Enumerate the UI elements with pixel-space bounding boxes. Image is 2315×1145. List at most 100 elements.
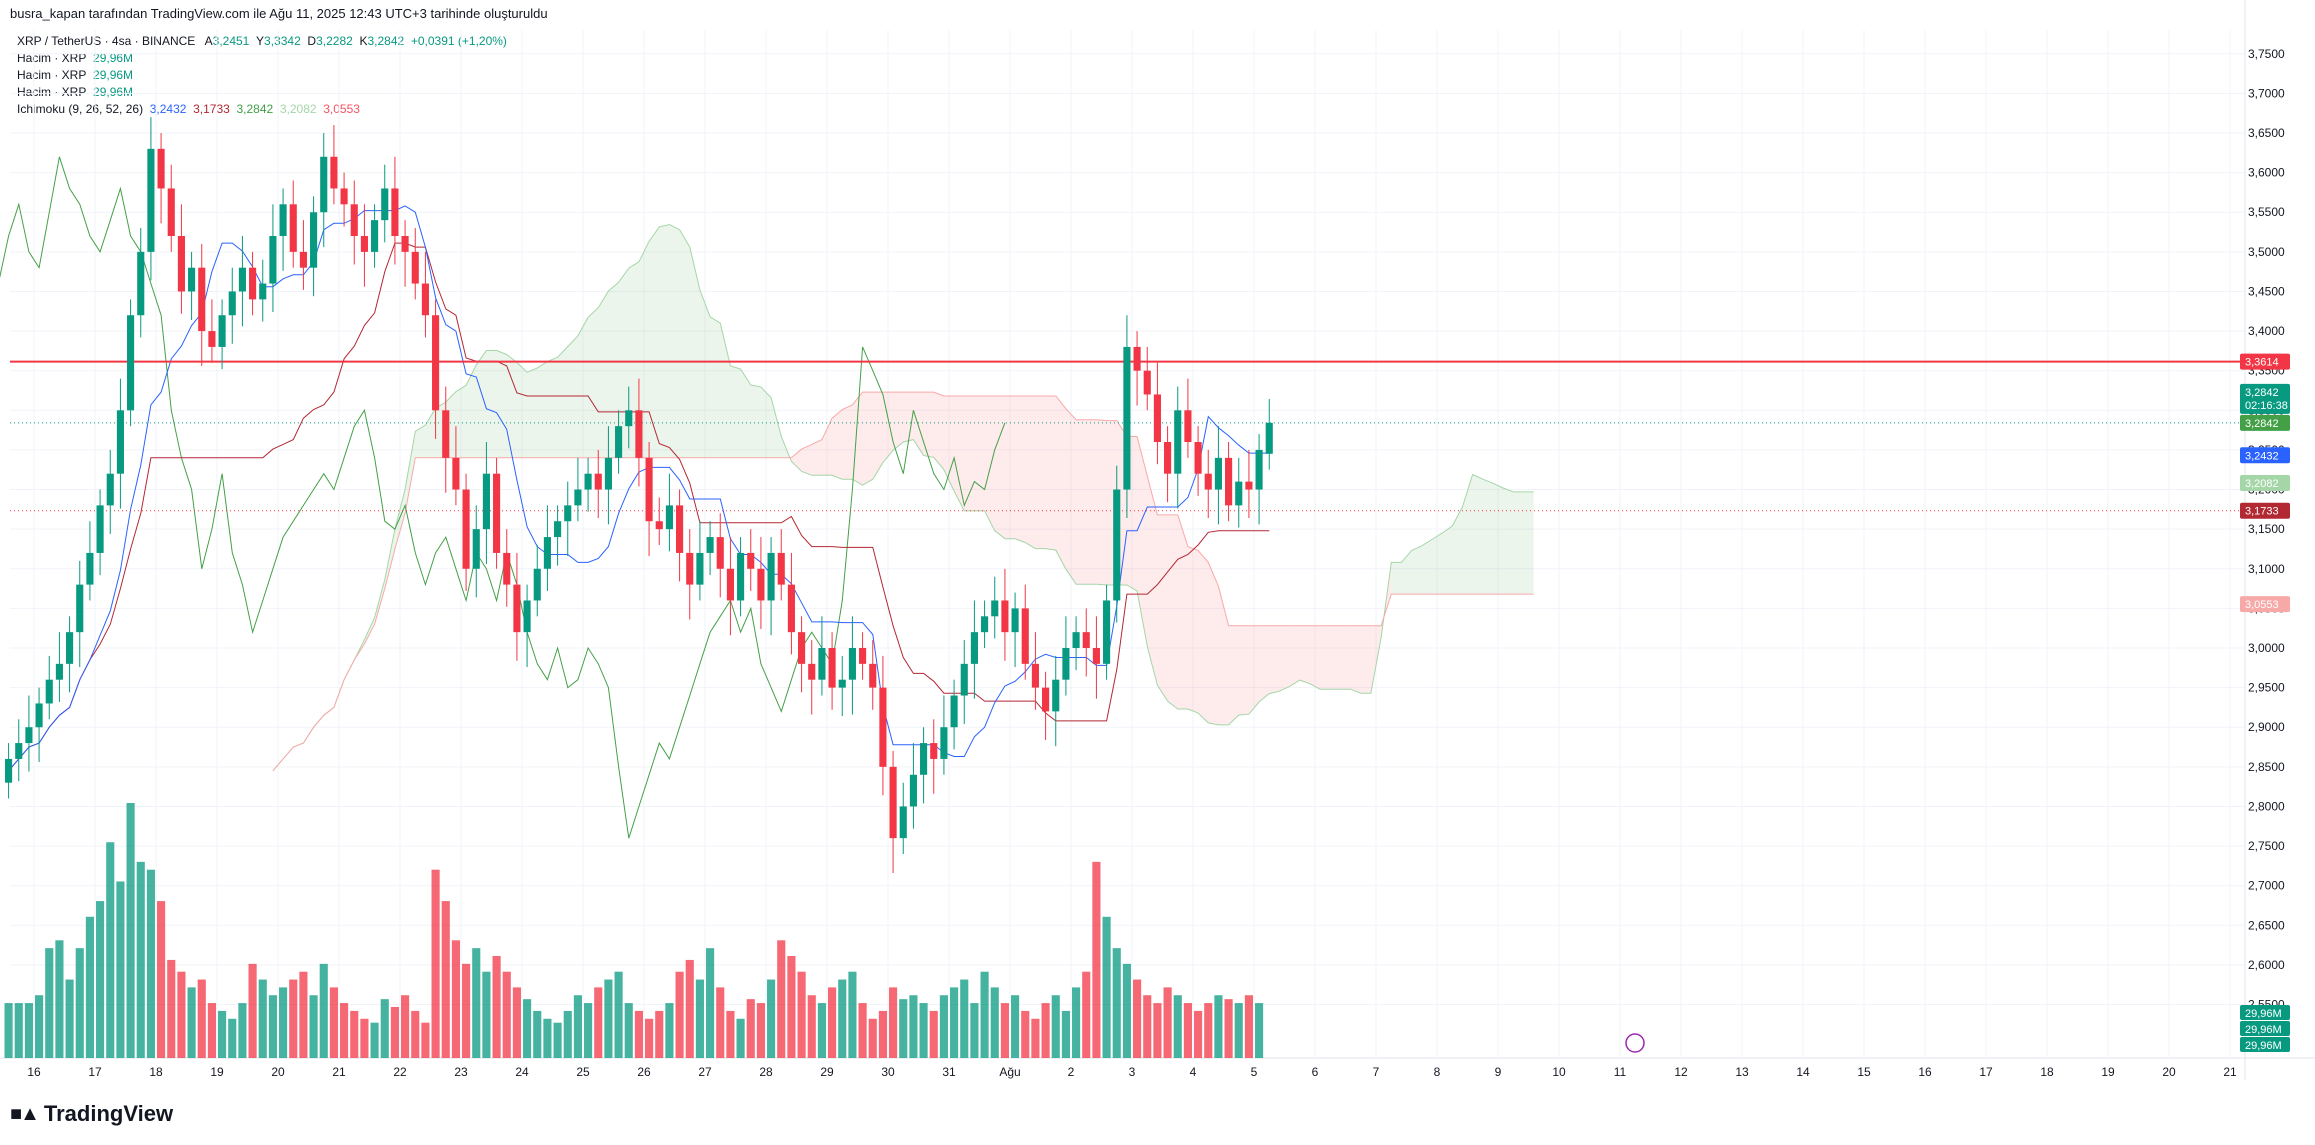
volume-bar xyxy=(370,1022,379,1058)
volume-bar xyxy=(502,971,511,1058)
candle-body xyxy=(838,679,846,688)
cloud-segment xyxy=(1167,514,1178,710)
volume-bar xyxy=(726,1010,735,1058)
volume-bar xyxy=(441,901,450,1058)
candle-body xyxy=(930,743,938,759)
volume-bar xyxy=(1011,995,1020,1058)
candle-body xyxy=(655,521,663,530)
price-tick-label: 2,6000 xyxy=(2248,958,2285,972)
volume-bar xyxy=(75,948,84,1058)
volume-bar xyxy=(543,1018,552,1058)
chart-caption: busra_kapan tarafından TradingView.com i… xyxy=(10,6,548,21)
candle-body xyxy=(25,727,33,744)
candle-body xyxy=(909,774,917,807)
volume-bar xyxy=(889,987,898,1058)
current-price-tag: 3,2842 xyxy=(2245,387,2279,399)
volume-bar xyxy=(1122,963,1131,1058)
candle-body xyxy=(228,291,236,316)
candle-body xyxy=(360,236,368,252)
time-tick-label: 27 xyxy=(698,1065,712,1079)
low-value: 3,2282 xyxy=(316,34,353,48)
cloud-segment xyxy=(710,316,721,458)
time-axis[interactable]: 16 17 18 19 20 21 22 23 24 25 26 27 28 29 30 31 Ağu 2 3 4 5 6… xyxy=(27,1065,2237,1079)
candle-body xyxy=(1103,600,1111,664)
price-tick-label: 3,6500 xyxy=(2248,126,2285,140)
volume-bar xyxy=(695,979,704,1058)
candle-body xyxy=(208,331,216,347)
lagging-value: 3,2842 xyxy=(236,102,274,116)
volume-bar xyxy=(868,1018,877,1058)
candle-body xyxy=(35,703,43,728)
price-tag: 3,2432 xyxy=(2245,450,2279,462)
price-axis[interactable]: 2,55002,60002,65002,70002,75002,80002,85… xyxy=(2248,47,2285,1012)
volume-bar xyxy=(45,948,54,1058)
volume-bar xyxy=(960,979,969,1058)
cloud-segment xyxy=(1025,396,1036,549)
volume-bar xyxy=(390,1007,399,1058)
volume-bar xyxy=(716,987,725,1058)
volume-bar xyxy=(218,1010,227,1058)
volume-bar xyxy=(848,971,857,1058)
time-tick-label: 19 xyxy=(2101,1065,2115,1079)
volume-bar xyxy=(939,995,948,1058)
candle-body xyxy=(320,156,328,213)
cloud-segment xyxy=(486,350,497,458)
cloud-segment xyxy=(943,396,955,492)
current-price-tag-bg xyxy=(2240,383,2290,414)
volume-bar xyxy=(4,1003,13,1058)
candle-body xyxy=(543,537,551,569)
price-tick-label: 2,8000 xyxy=(2248,799,2285,813)
time-tick-label: 24 xyxy=(515,1065,529,1079)
time-tick-label: 19 xyxy=(210,1065,224,1079)
cloud-segment xyxy=(933,392,944,470)
candle-body xyxy=(1001,600,1009,633)
volume-bar xyxy=(584,1003,593,1058)
candle-body xyxy=(381,188,389,221)
volume-bar xyxy=(1082,971,1091,1058)
volume-bar xyxy=(1000,1003,1009,1058)
cloud-segment xyxy=(913,392,924,456)
cloud-segment xyxy=(771,397,782,458)
candle-body xyxy=(106,473,114,506)
candle-body xyxy=(299,251,307,268)
span-a-value: 3,2082 xyxy=(279,102,317,116)
volume-bar xyxy=(350,1010,359,1058)
cloud-segment xyxy=(567,335,578,458)
volume-bar xyxy=(746,999,755,1058)
price-tick-label: 3,5000 xyxy=(2248,245,2285,259)
volume-bar xyxy=(1051,995,1060,1058)
time-tick-label: 16 xyxy=(27,1065,41,1079)
cloud-segment xyxy=(801,444,812,476)
candle-body xyxy=(1153,394,1161,442)
ichimoku-legend-row[interactable]: Ichimoku (9, 26, 52, 26) 3,2432 3,1733 3… xyxy=(17,102,360,116)
cloud-segment xyxy=(791,449,802,472)
volume-bar xyxy=(289,979,298,1058)
volume-bar xyxy=(360,1018,369,1058)
cloud-segment xyxy=(394,489,406,549)
candle-body xyxy=(147,148,155,252)
volume-bar xyxy=(197,979,206,1058)
volume-bar xyxy=(248,963,257,1058)
candle-body xyxy=(96,505,104,553)
candle-body xyxy=(737,552,745,601)
volume-bar xyxy=(706,948,715,1058)
candle-body xyxy=(594,473,602,490)
candle-body xyxy=(1021,608,1029,664)
price-tag-bg xyxy=(2240,353,2290,370)
price-tag-bg xyxy=(2240,596,2290,613)
cloud-segment xyxy=(882,392,894,463)
symbol-row: XRP / TetherUS · 4sa · BINANCE A3,2451 Y… xyxy=(17,34,507,48)
price-tick-label: 3,7000 xyxy=(2248,86,2285,100)
time-tick-label: 21 xyxy=(2223,1065,2237,1079)
candle-body xyxy=(269,236,277,284)
candle-body xyxy=(55,663,63,680)
volume-bar xyxy=(1244,995,1253,1058)
cloud-segment xyxy=(649,226,660,458)
candle-body xyxy=(137,251,145,316)
cloud-segment xyxy=(1065,408,1077,585)
candle-body xyxy=(635,410,643,458)
cloud-segment xyxy=(1015,396,1026,543)
cloud-segment xyxy=(964,396,975,511)
cloud-segment xyxy=(862,392,873,486)
